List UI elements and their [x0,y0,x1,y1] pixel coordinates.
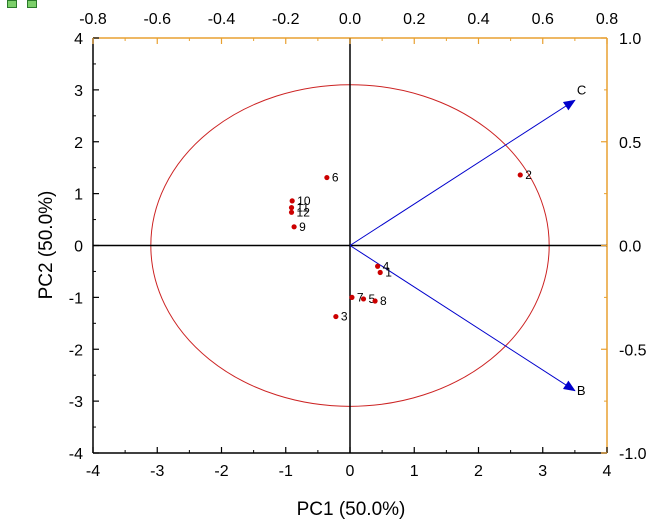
point-label-3: 3 [341,310,348,324]
y-tick-label: -1 [69,290,83,307]
top-tick-label: -0.8 [79,11,107,28]
window-restore-icon[interactable] [7,0,17,8]
x-tick-label: -2 [214,463,228,480]
right-tick-label: 1.0 [619,31,641,48]
point-11 [288,205,295,211]
loading-vectors: CB [349,82,586,398]
x-tick-label: -3 [150,463,164,480]
y-axis-title: PC2 (50.0%) [36,191,57,300]
point-label-2: 2 [525,168,532,182]
top-tick-label: -0.2 [272,11,300,28]
top-tick-label: -0.6 [143,11,171,28]
y-tick-label: -2 [69,342,83,359]
point-label-5: 5 [368,292,375,306]
vector-b [349,245,576,392]
point-10 [289,198,295,204]
point-6 [324,174,330,181]
top-tick-label: -0.4 [208,11,236,28]
point-5 [360,296,367,302]
top-tick-label: 0.4 [467,11,489,28]
x-tick-label: 0 [346,463,355,480]
point-label-10: 10 [297,194,311,208]
y-tick-label: 3 [74,83,83,100]
x-tick-label: 3 [538,463,547,480]
point-label-1: 1 [385,265,392,279]
vector-label-c: C [577,82,586,97]
x-tick-label: -1 [279,463,293,480]
x-tick-label: 1 [410,463,419,480]
right-tick-label: -1.0 [619,446,647,463]
y-tick-label: 1 [74,187,83,204]
point-8 [372,298,378,304]
y-tick-label: -3 [69,394,83,411]
y-tick-label: 2 [74,135,83,152]
point-label-8: 8 [380,294,387,308]
right-tick-label: 0.0 [619,239,641,256]
point-12 [288,209,295,215]
vector-label-b: B [577,383,586,398]
right-tick-label: 0.5 [619,135,641,152]
x-tick-label: 4 [603,463,612,480]
point-1 [377,269,383,276]
point-2 [517,172,523,178]
point-label-12: 12 [297,205,311,219]
top-tick-label: 0.8 [596,11,618,28]
point-label-4: 4 [383,259,390,273]
y-tick-label: 4 [74,31,83,48]
point-label-6: 6 [332,171,339,185]
point-label-9: 9 [299,220,306,234]
top-tick-label: 0.0 [339,11,361,28]
top-tick-label: 0.6 [532,11,554,28]
x-tick-label: -4 [86,463,100,480]
point-9 [291,224,297,230]
point-7 [349,294,355,300]
y-tick-label: -4 [69,446,83,463]
x-axis-title: PC1 (50.0%) [297,499,406,520]
x-tick-label: 2 [474,463,483,480]
right-tick-label: -0.5 [619,342,647,359]
top-tick-label: 0.2 [403,11,425,28]
vector-c [349,99,576,246]
point-3 [333,313,339,320]
point-label-7: 7 [357,290,364,304]
window-maximize-icon[interactable] [27,0,37,8]
point-4 [375,263,381,269]
point-label-11: 11 [297,201,310,215]
y-tick-label: 0 [74,239,83,256]
